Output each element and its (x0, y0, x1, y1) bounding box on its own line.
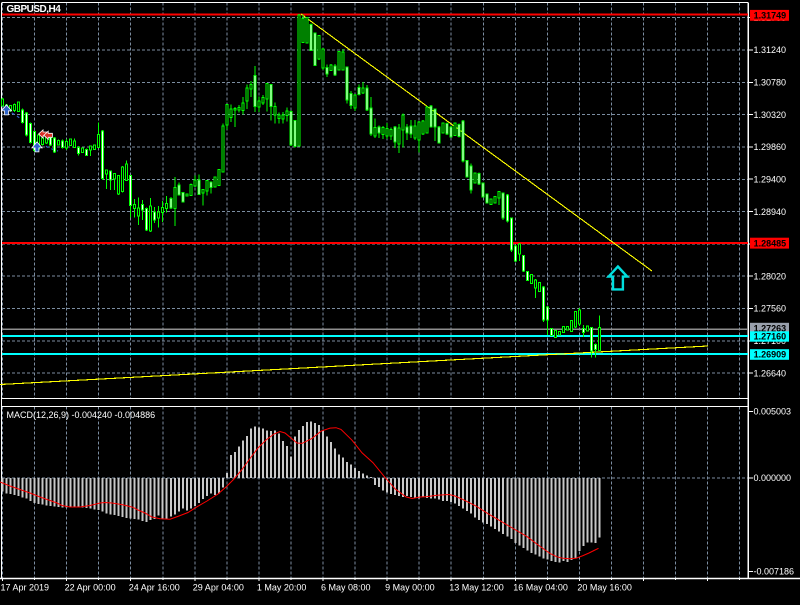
svg-text:1.26909: 1.26909 (754, 349, 787, 359)
svg-text:24 Apr 16:00: 24 Apr 16:00 (129, 583, 180, 593)
svg-text:1.27160: 1.27160 (754, 332, 787, 342)
svg-text:1.26640: 1.26640 (754, 368, 787, 378)
svg-text:GBPUSD,H4: GBPUSD,H4 (7, 4, 62, 15)
svg-text:9 May 00:00: 9 May 00:00 (385, 583, 435, 593)
svg-text:1.31240: 1.31240 (754, 45, 787, 55)
svg-text:1.28020: 1.28020 (754, 271, 787, 281)
svg-text:20 May 16:00: 20 May 16:00 (577, 583, 632, 593)
svg-text:29 Apr 04:00: 29 Apr 04:00 (193, 583, 244, 593)
svg-text:17 Apr 2019: 17 Apr 2019 (1, 583, 50, 593)
svg-text:-0.007186: -0.007186 (754, 567, 795, 577)
svg-text:1.27263: 1.27263 (754, 323, 787, 333)
svg-text:1.28940: 1.28940 (754, 207, 787, 217)
svg-text:1.27560: 1.27560 (754, 304, 787, 314)
svg-text:13 May 12:00: 13 May 12:00 (449, 583, 504, 593)
svg-text:6 May 08:00: 6 May 08:00 (321, 583, 371, 593)
svg-text:16 May 04:00: 16 May 04:00 (513, 583, 568, 593)
svg-text:1.30780: 1.30780 (754, 78, 787, 88)
svg-text:1.31749: 1.31749 (754, 11, 787, 21)
svg-text:1 May 20:00: 1 May 20:00 (257, 583, 307, 593)
svg-text:1.29400: 1.29400 (754, 174, 787, 184)
svg-text:22 Apr 00:00: 22 Apr 00:00 (65, 583, 116, 593)
svg-text:1.28485: 1.28485 (754, 238, 787, 248)
svg-text:0.005003: 0.005003 (754, 407, 792, 417)
svg-text:MACD(12,26,9) -0.004240 -0.004: MACD(12,26,9) -0.004240 -0.004886 (7, 410, 156, 420)
svg-text:0.000000: 0.000000 (754, 473, 792, 483)
svg-text:1.30320: 1.30320 (754, 110, 787, 120)
svg-text:1.29860: 1.29860 (754, 142, 787, 152)
